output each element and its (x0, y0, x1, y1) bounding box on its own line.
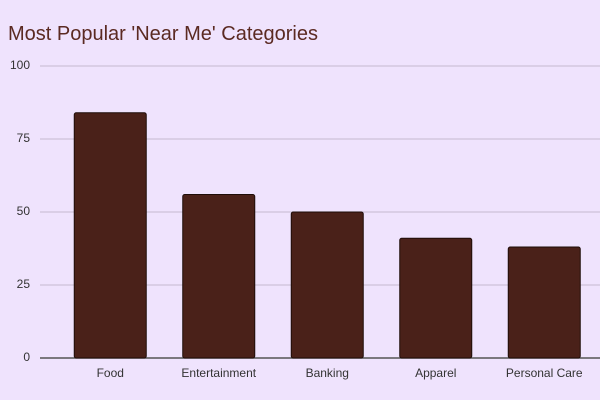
bar (399, 237, 473, 359)
y-tick-label: 0 (23, 350, 30, 364)
y-tick-label: 100 (10, 58, 30, 72)
bar (507, 246, 581, 359)
y-tick-label: 25 (17, 277, 31, 291)
x-tick-label: Apparel (415, 366, 456, 380)
x-tick-label: Banking (306, 366, 349, 380)
bar (290, 211, 364, 359)
bar (182, 193, 256, 359)
x-tick-label: Personal Care (506, 366, 583, 380)
y-tick-label: 50 (17, 204, 31, 218)
chart-title: Most Popular 'Near Me' Categories (8, 23, 318, 45)
x-tick-label: Entertainment (181, 366, 256, 380)
y-tick-label: 75 (17, 131, 31, 145)
bar (73, 112, 147, 359)
x-tick-label: Food (97, 366, 124, 380)
